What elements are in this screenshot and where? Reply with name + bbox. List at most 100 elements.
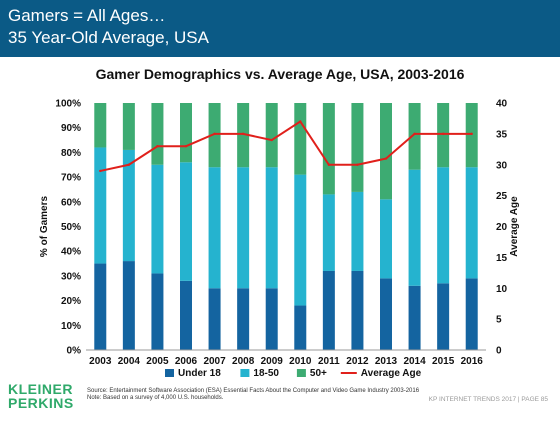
y-tick-label: 50%: [61, 222, 81, 233]
bar-under-18: [437, 283, 450, 350]
x-tick-label: 2009: [261, 356, 284, 367]
average-age-point: [241, 132, 245, 136]
bar-18-50: [351, 191, 364, 271]
slide-header: Gamers = All Ages… 35 Year-Old Average, …: [0, 0, 560, 57]
bar-under-18: [180, 280, 192, 350]
y2-tick-label: 30: [496, 160, 508, 171]
bar-18-50: [437, 167, 450, 284]
legend-label: 18-50: [253, 368, 279, 379]
y-tick-label: 20%: [61, 296, 81, 307]
bar-18-50: [122, 149, 135, 262]
y2-tick-label: 0: [496, 346, 502, 357]
average-age-point: [441, 132, 445, 136]
y2-tick-label: 35: [496, 129, 508, 140]
logo-line-1: KLEINER: [8, 381, 73, 397]
legend-label: Under 18: [178, 368, 221, 379]
y-tick-label: 90%: [61, 123, 81, 134]
average-age-line: [100, 120, 472, 172]
bar-under-18: [208, 288, 221, 350]
header-title-line-2: 35 Year-Old Average, USA: [8, 28, 209, 47]
x-tick-label: 2007: [203, 356, 226, 367]
bar-under-18: [380, 278, 392, 350]
legend-swatch: [296, 369, 306, 377]
bar-18-50: [208, 167, 221, 289]
x-tick-label: 2003: [89, 356, 112, 367]
bar-50-plus: [294, 103, 307, 175]
average-age-point: [470, 132, 473, 136]
average-age-point: [356, 163, 359, 166]
bar-50-plus: [351, 103, 364, 192]
x-tick-label: 2014: [403, 356, 426, 367]
legend-label: 50+: [310, 368, 327, 379]
bar-under-18: [122, 261, 135, 350]
y-tick-label: 30%: [61, 271, 81, 282]
header-title-line-1: Gamers = All Ages…: [8, 6, 166, 25]
y2-tick-label: 10: [496, 284, 508, 295]
bar-50-plus: [322, 103, 335, 195]
bar-50-plus: [237, 103, 250, 168]
source-note: Source: Entertainment Software Associati…: [87, 388, 419, 402]
bar-under-18: [94, 263, 107, 350]
bar-under-18: [151, 273, 164, 350]
page-footer: KP INTERNET TRENDS 2017 | PAGE 85: [428, 396, 548, 403]
y-tick-label: 60%: [61, 197, 81, 208]
average-age-point: [299, 120, 302, 123]
x-tick-label: 2005: [146, 356, 169, 367]
bar-50-plus: [380, 103, 392, 200]
bar-18-50: [265, 167, 278, 289]
bar-50-plus: [122, 103, 135, 150]
x-tick-label: 2011: [318, 356, 340, 367]
y-tick-label: 40%: [61, 247, 81, 258]
y-axis-label: % of Gamers: [39, 195, 50, 257]
x-tick-label: 2016: [461, 356, 484, 367]
bar-50-plus: [208, 103, 221, 168]
y2-axis-label: Average Age: [509, 196, 520, 257]
bar-18-50: [94, 147, 107, 264]
logo-line-2: PERKINS: [8, 395, 74, 411]
x-tick-label: 2012: [346, 356, 369, 367]
average-age-point: [99, 169, 102, 173]
bar-50-plus: [151, 103, 164, 165]
average-age-point: [127, 163, 131, 166]
bar-50-plus: [94, 103, 107, 148]
chart-title: Gamer Demographics vs. Average Age, USA,…: [95, 66, 465, 82]
average-age-point: [327, 163, 331, 166]
kleiner-perkins-logo: KLEINER PERKINS: [8, 382, 74, 410]
legend-swatch: [165, 369, 174, 377]
bar-under-18: [408, 285, 421, 350]
average-age-point: [270, 138, 273, 142]
y-tick-label: 70%: [61, 173, 81, 184]
legend-label: Average Age: [361, 368, 422, 379]
bar-50-plus: [265, 103, 278, 168]
bar-under-18: [465, 278, 478, 350]
average-age-point: [213, 132, 216, 136]
y-tick-label: 10%: [61, 321, 81, 332]
y-tick-label: 100%: [55, 99, 81, 110]
note-line: Note: Based on a survey of 4,000 U.S. ho…: [87, 395, 224, 401]
bar-18-50: [151, 164, 164, 274]
x-tick-label: 2006: [175, 356, 198, 367]
bar-50-plus: [465, 103, 478, 168]
y-tick-label: 80%: [61, 148, 81, 159]
bar-18-50: [465, 167, 478, 279]
legend-swatch: [240, 369, 250, 377]
bar-18-50: [294, 174, 307, 306]
y2-tick-label: 15: [496, 253, 508, 264]
average-age-point: [184, 145, 188, 148]
bar-18-50: [380, 199, 392, 279]
y2-tick-label: 40: [496, 99, 508, 110]
bar-18-50: [408, 169, 421, 286]
average-age-point: [413, 132, 416, 136]
x-tick-label: 2015: [432, 356, 455, 367]
bar-18-50: [237, 167, 250, 289]
y2-tick-label: 20: [496, 222, 508, 233]
bar-18-50: [180, 162, 192, 281]
x-tick-label: 2013: [375, 356, 398, 367]
y2-tick-label: 5: [496, 315, 502, 326]
average-age-point: [384, 157, 388, 160]
bar-50-plus: [180, 103, 192, 163]
x-tick-label: 2008: [232, 356, 255, 367]
bar-under-18: [322, 270, 335, 350]
bar-50-plus: [408, 103, 421, 170]
